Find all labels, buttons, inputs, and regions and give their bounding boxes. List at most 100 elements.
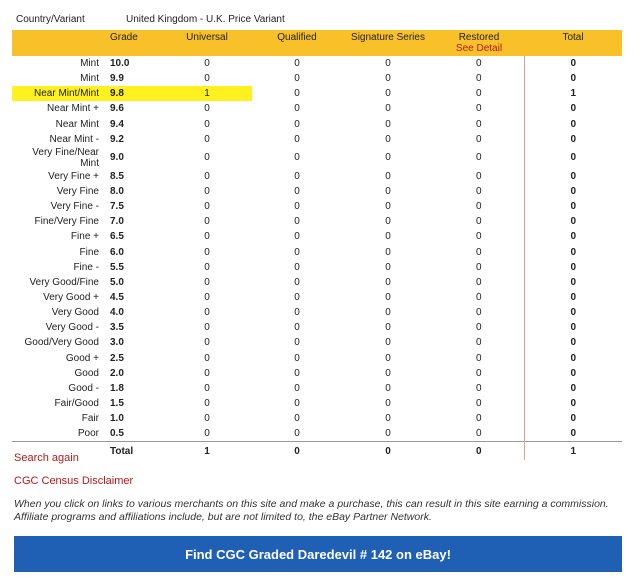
grade-label: Near Mint - bbox=[49, 133, 99, 145]
grade-header: Grade bbox=[107, 30, 162, 56]
grade-value: 8.0 bbox=[110, 186, 124, 198]
grade-label: Near Mint + bbox=[47, 103, 99, 115]
restored-count: 0 bbox=[475, 58, 482, 70]
grade-value: 5.0 bbox=[110, 276, 124, 288]
universal-count: 0 bbox=[204, 246, 210, 258]
restored-count: 0 bbox=[475, 307, 482, 319]
grade-label: Fine bbox=[79, 246, 99, 258]
row-total: 0 bbox=[523, 335, 622, 351]
qualified-header: Qualified bbox=[252, 30, 342, 56]
grade-value: 1.5 bbox=[110, 398, 124, 410]
grade-label: Good + bbox=[65, 352, 99, 364]
grade-label: Fine + bbox=[70, 231, 99, 243]
grade-value: 9.8 bbox=[107, 86, 162, 102]
qualified-count: 0 bbox=[294, 170, 300, 182]
grade-label: Mint bbox=[80, 58, 99, 70]
row-total: 0 bbox=[523, 146, 622, 169]
grade-label: Very Good + bbox=[43, 292, 99, 304]
restored-count: 0 bbox=[475, 73, 482, 85]
signature-count: 0 bbox=[385, 382, 391, 394]
universal-header: Universal bbox=[162, 30, 252, 56]
grade-value: 10.0 bbox=[110, 58, 130, 70]
grade-value: 4.5 bbox=[110, 292, 124, 304]
universal-count: 0 bbox=[204, 186, 210, 198]
row-total: 0 bbox=[523, 244, 622, 260]
qualified-count: 0 bbox=[294, 367, 300, 379]
search-again-link[interactable]: Search again bbox=[14, 452, 79, 464]
table-row: Very Good 4.0 0 0 0 0 0 bbox=[12, 305, 622, 321]
signature-count: 0 bbox=[385, 133, 391, 145]
restored-count: 0 bbox=[475, 246, 482, 258]
grade-value: 3.0 bbox=[110, 337, 124, 349]
total-restored: 0 bbox=[434, 441, 524, 461]
table-row: Near Mint + 9.6 0 0 0 0 0 bbox=[12, 101, 622, 117]
grade-value: 1.8 bbox=[110, 382, 124, 394]
signature-count: 0 bbox=[385, 413, 391, 425]
table-row: Near Mint - 9.2 0 0 0 0 0 bbox=[12, 131, 622, 147]
row-total: 0 bbox=[523, 365, 622, 381]
grade-label: Near Mint/Mint bbox=[12, 86, 107, 102]
row-total: 0 bbox=[523, 289, 622, 306]
restored-count: 0 bbox=[475, 413, 482, 425]
total-signature: 0 bbox=[342, 441, 434, 461]
restored-count: 0 bbox=[475, 216, 482, 228]
table-row: Near Mint/Mint 9.8 1 0 0 0 1 bbox=[12, 86, 622, 102]
signature-series-header: Signature Series bbox=[342, 30, 434, 56]
qualified-count: 0 bbox=[294, 398, 300, 410]
table-header-row: Grade Universal Qualified Signature Seri… bbox=[12, 30, 622, 56]
grade-label: Good - bbox=[68, 382, 99, 394]
signature-count: 0 bbox=[385, 367, 391, 379]
qualified-count: 0 bbox=[294, 133, 300, 145]
restored-count: 0 bbox=[475, 352, 482, 364]
signature-count: 0 bbox=[385, 118, 391, 130]
signature-count: 0 bbox=[385, 276, 391, 288]
qualified-count: 0 bbox=[294, 292, 300, 304]
universal-count: 0 bbox=[204, 133, 210, 145]
see-detail-link[interactable]: See Detail bbox=[455, 43, 503, 54]
grade-value: 7.5 bbox=[110, 201, 124, 213]
grade-label: Poor bbox=[77, 428, 99, 440]
row-total: 0 bbox=[523, 199, 622, 215]
signature-count: 0 bbox=[385, 398, 391, 410]
signature-count: 0 bbox=[385, 292, 391, 304]
table-row: Very Fine + 8.5 0 0 0 0 0 bbox=[12, 168, 622, 184]
row-total: 0 bbox=[523, 214, 622, 230]
grade-label: Very Good - bbox=[45, 322, 99, 334]
table-row: Fine 6.0 0 0 0 0 0 bbox=[12, 244, 622, 260]
grade-value: 9.6 bbox=[110, 103, 124, 115]
census-disclaimer-link[interactable]: CGC Census Disclaimer bbox=[14, 475, 134, 487]
grade-value: 9.2 bbox=[110, 133, 124, 145]
qualified-count: 0 bbox=[294, 58, 300, 70]
table-row: Good + 2.5 0 0 0 0 0 bbox=[12, 350, 622, 366]
row-total: 0 bbox=[523, 350, 622, 366]
find-on-ebay-button[interactable]: Find CGC Graded Daredevil # 142 on eBay! bbox=[14, 536, 622, 572]
grade-value: 4.0 bbox=[110, 307, 124, 319]
row-total: 0 bbox=[523, 229, 622, 245]
universal-count: 0 bbox=[204, 398, 210, 410]
qualified-count: 0 bbox=[294, 322, 300, 334]
grade-value: 5.5 bbox=[110, 261, 124, 273]
grade-label: Fine - bbox=[73, 261, 99, 273]
qualified-count: 0 bbox=[294, 231, 300, 243]
signature-count: 0 bbox=[385, 73, 391, 85]
signature-count: 0 bbox=[385, 428, 391, 440]
affiliate-disclaimer: When you click on links to various merch… bbox=[14, 498, 609, 523]
row-total: 0 bbox=[523, 259, 622, 275]
universal-count: 0 bbox=[204, 170, 210, 182]
signature-count: 0 bbox=[385, 103, 391, 115]
restored-count: 0 bbox=[475, 276, 482, 288]
table-total-row: Total 1 0 0 0 1 bbox=[12, 441, 622, 461]
restored-count: 0 bbox=[475, 261, 482, 273]
total-qualified: 0 bbox=[252, 441, 342, 461]
signature-count: 0 bbox=[385, 201, 391, 213]
grade-label: Very Fine bbox=[56, 186, 99, 198]
restored-count: 0 bbox=[475, 186, 482, 198]
table-row: Good/Very Good 3.0 0 0 0 0 0 bbox=[12, 335, 622, 351]
qualified-count: 0 bbox=[294, 337, 300, 349]
qualified-count: 0 bbox=[294, 152, 300, 164]
row-total: 0 bbox=[523, 426, 622, 442]
restored-count: 0 bbox=[475, 103, 482, 115]
universal-count: 0 bbox=[204, 231, 210, 243]
table-row: Good - 1.8 0 0 0 0 0 bbox=[12, 380, 622, 396]
qualified-count: 0 bbox=[294, 413, 300, 425]
